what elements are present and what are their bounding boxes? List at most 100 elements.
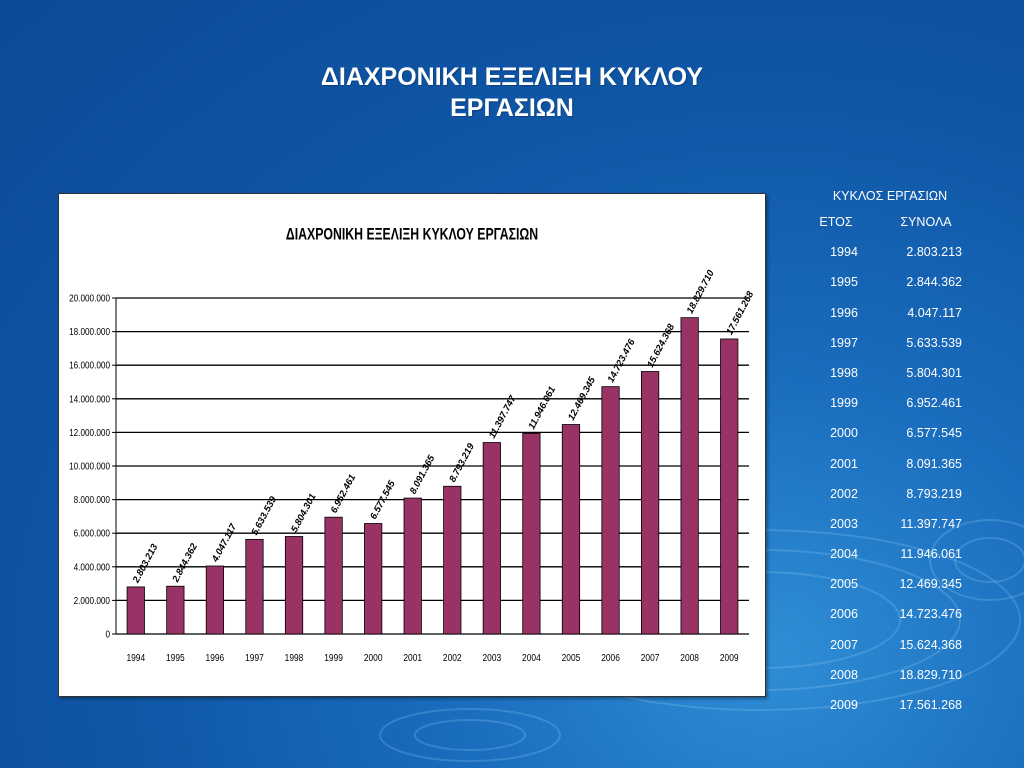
- bar: [245, 538, 264, 635]
- table-cell-total: 15.624.368: [899, 637, 962, 652]
- table-cell-year: 2001: [830, 456, 858, 471]
- table-cell-year: 2004: [830, 547, 858, 562]
- table-cell-year: 2009: [830, 698, 858, 712]
- table-cell-year: 1998: [830, 365, 858, 380]
- table-cell-total: 18.829.710: [899, 667, 962, 682]
- table-cell-year: 1994: [830, 245, 858, 260]
- column-header-year: ΕΤΟΣ: [819, 215, 853, 229]
- y-tick-label: 6.000.000: [74, 527, 110, 539]
- table-cell-year: 1997: [830, 335, 858, 350]
- table-body: 1994 2.803.213 1995 2.844.362 1996 4.047.117 1…: [800, 237, 990, 720]
- data-label: 5.804.301: [289, 492, 319, 534]
- table-cell-total: 2.803.213: [906, 245, 962, 260]
- data-label: 11.397.747: [487, 393, 519, 440]
- table-row: 2005 12.469.345: [800, 569, 990, 599]
- table-cell-total: 14.723.476: [899, 607, 962, 622]
- data-label: 11.946.061: [526, 385, 558, 432]
- table-row: 2004 11.946.061: [800, 539, 990, 569]
- y-tick-label: 16.000.000: [69, 359, 110, 371]
- table-row: 1996 4.047.117: [800, 298, 990, 328]
- x-tick-label: 2000: [364, 652, 383, 664]
- column-header-total: ΣΥΝΟΛΑ: [900, 215, 952, 229]
- slide-title: ΔΙΑΧΡΟΝΙΚΗ ΕΞΕΛΙΞΗ ΚΥΚΛΟΥ ΕΡΓΑΣΙΩΝ: [212, 62, 812, 124]
- x-tick-label: 1999: [324, 652, 343, 664]
- bar: [443, 485, 462, 635]
- x-tick-label: 2009: [720, 652, 739, 664]
- data-label: 14.723.476: [606, 337, 638, 385]
- table-row: 1998 5.804.301: [800, 358, 990, 388]
- x-tick-label: 1995: [166, 652, 185, 664]
- y-tick-label: 0: [105, 627, 110, 639]
- bar: [640, 371, 660, 635]
- table-cell-year: 2000: [830, 426, 858, 441]
- table-row: 1999 6.952.461: [800, 388, 990, 418]
- chart-title: ΔΙΑΧΡΟΝΙΚΗ ΕΞΕΛΙΞΗ ΚΥΚΛΟΥ ΕΡΓΑΣΙΩΝ: [286, 226, 538, 244]
- table-row: 2001 8.091.365: [800, 449, 990, 479]
- data-label: 2.803.213: [130, 542, 160, 586]
- table-caption: ΚΥΚΛΟΣ ΕΡΓΑΣΙΩΝ: [832, 189, 948, 203]
- data-table: ΚΥΚΛΟΣ ΕΡΓΑΣΙΩΝ ΕΤΟΣ ΣΥΝΟΛΑ 1994 2.803.21…: [800, 185, 990, 720]
- table-cell-year: 2002: [830, 486, 858, 501]
- bar: [284, 536, 304, 635]
- table-cell-total: 6.577.545: [906, 426, 962, 441]
- data-label: 8.091.365: [408, 453, 438, 496]
- x-tick-label: 1996: [206, 652, 225, 664]
- table-cell-total: 8.091.365: [906, 456, 962, 471]
- bar: [601, 386, 620, 635]
- table-row: 2008 18.829.710: [800, 660, 990, 690]
- x-tick-label: 2006: [601, 652, 620, 664]
- slide-title-line-2: ΕΡΓΑΣΙΩΝ: [450, 94, 574, 122]
- table-cell-year: 2007: [830, 637, 858, 652]
- x-tick-label: 2008: [680, 652, 699, 664]
- x-tick-label: 1998: [285, 652, 304, 664]
- bar: [403, 497, 422, 635]
- x-tick-label: 2007: [641, 652, 660, 664]
- table-cell-total: 11.397.747: [900, 516, 962, 531]
- bar-chart: ΔΙΑΧΡΟΝΙΚΗ ΕΞΕΛΙΞΗ ΚΥΚΛΟΥ ΕΡΓΑΣΙΩΝ 0 2.000…: [69, 226, 757, 664]
- table-cell-year: 1995: [830, 275, 858, 290]
- table-row: 2003 11.397.747: [800, 509, 990, 539]
- y-tick-label: 4.000.000: [74, 560, 110, 572]
- data-label: 15.624.368: [645, 322, 677, 370]
- table-cell-total: 8.793.219: [906, 486, 962, 501]
- bar: [126, 586, 145, 635]
- bar: [364, 523, 383, 635]
- table-cell-total: 12.469.345: [899, 577, 962, 592]
- y-tick-label: 10.000.000: [69, 459, 110, 471]
- data-label: 6.952.461: [329, 473, 359, 515]
- table-cell-year: 1996: [830, 305, 858, 320]
- table-cell-total: 2.844.362: [906, 275, 962, 290]
- table-cell-total: 5.804.301: [906, 365, 962, 380]
- bar: [522, 432, 541, 635]
- table-row: 1995 2.844.362: [800, 267, 990, 297]
- x-tick-label: 2004: [522, 652, 541, 664]
- table-cell-year: 2006: [830, 607, 858, 622]
- table-cell-total: 5.633.539: [906, 335, 962, 350]
- bar: [561, 424, 581, 635]
- table-cell-year: 1999: [830, 396, 858, 411]
- data-label: 8.793.219: [447, 441, 477, 484]
- y-tick-label: 2.000.000: [74, 594, 110, 606]
- data-label: 18.829.710: [685, 268, 717, 316]
- x-tick-label: 2003: [483, 652, 502, 664]
- bar: [166, 585, 185, 635]
- y-tick-label: 8.000.000: [74, 493, 110, 505]
- bar: [205, 565, 225, 635]
- y-tick-label: 18.000.000: [69, 325, 110, 337]
- table-cell-total: 6.952.461: [906, 396, 962, 411]
- table-cell-total: 4.047.117: [907, 305, 962, 320]
- x-tick-label: 2005: [562, 652, 581, 664]
- table-cell-year: 2008: [830, 667, 858, 682]
- table-cell-year: 2003: [830, 516, 858, 531]
- data-label: 2.844.362: [170, 541, 200, 585]
- x-tick-label: 1997: [245, 652, 264, 664]
- data-label: 17.561.268: [724, 289, 756, 337]
- data-label: 4.047.117: [209, 521, 239, 564]
- table-cell-total: 17.561.268: [899, 698, 962, 712]
- table-row: 1997 5.633.539: [800, 328, 990, 358]
- y-tick-label: 12.000.000: [69, 426, 110, 438]
- bar: [324, 516, 343, 635]
- table-cell-total: 11.946.061: [900, 547, 962, 562]
- y-tick-label: 20.000.000: [69, 291, 110, 303]
- table-row: 1994 2.803.213: [800, 237, 990, 267]
